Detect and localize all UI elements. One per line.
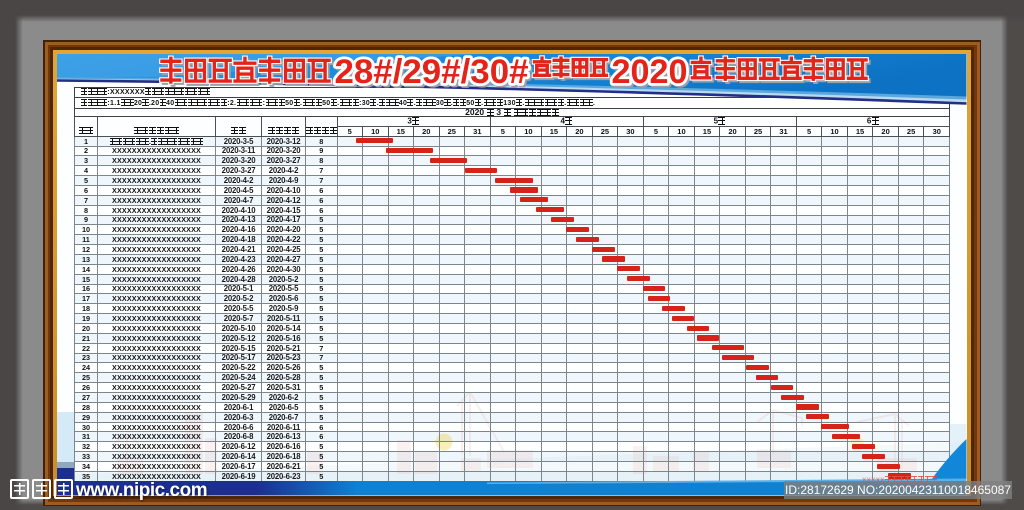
svg-text:2020: 2020 bbox=[614, 55, 690, 93]
svg-text:2020: 2020 bbox=[612, 54, 688, 91]
svg-text:28#/29#/30#: 28#/29#/30# bbox=[335, 54, 529, 91]
svg-text:2020: 2020 bbox=[612, 54, 688, 91]
svg-text:28#/29#/30#: 28#/29#/30# bbox=[337, 55, 531, 93]
svg-text:28#/29#/30#: 28#/29#/30# bbox=[335, 54, 529, 91]
